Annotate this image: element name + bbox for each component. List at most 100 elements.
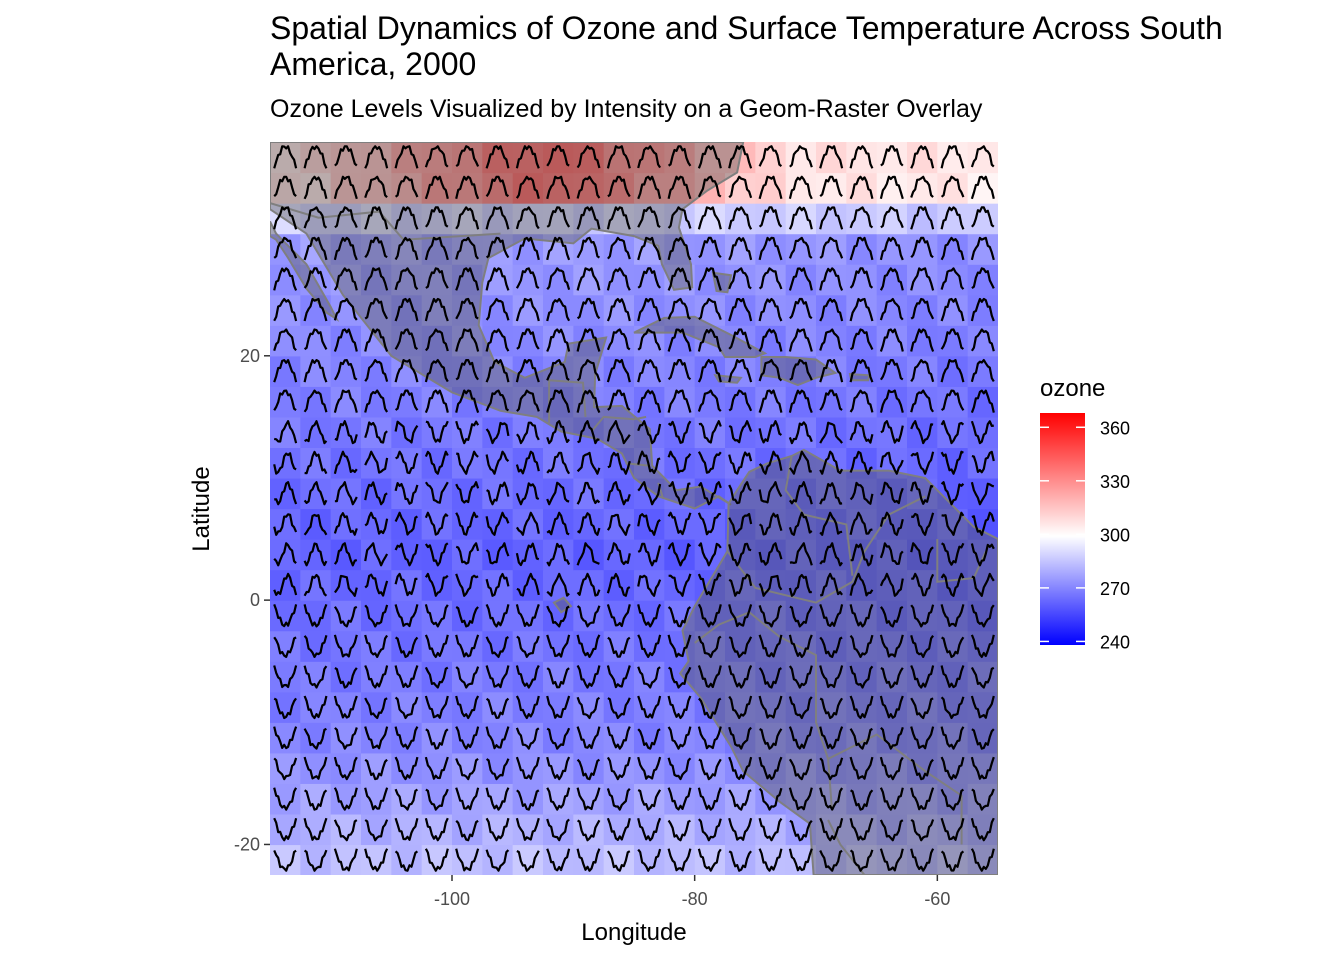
temperature-sparkline [910, 818, 935, 842]
temperature-sparkline [758, 481, 783, 504]
temperature-sparkline [606, 542, 631, 566]
country-border [784, 455, 854, 576]
raster-cell [816, 416, 847, 449]
temperature-sparkline [364, 267, 389, 291]
temperature-sparkline [273, 389, 297, 412]
temperature-sparkline [516, 421, 540, 445]
temperature-sparkline [970, 666, 995, 689]
temperature-sparkline [819, 726, 844, 750]
temperature-sparkline [910, 726, 935, 750]
raster-cell [846, 416, 878, 449]
country-border [270, 202, 501, 241]
temperature-sparkline [364, 726, 389, 750]
temperature-sparkline [546, 389, 571, 413]
raster-cell [361, 600, 392, 632]
temperature-sparkline [485, 421, 510, 445]
temperature-sparkline [758, 175, 783, 200]
temperature-sparkline [333, 819, 358, 842]
temperature-sparkline [576, 481, 601, 505]
temperature-sparkline [273, 175, 297, 197]
temperature-sparkline [364, 359, 389, 382]
temperature-sparkline [788, 726, 813, 750]
temperature-sparkline [728, 359, 753, 383]
temperature-sparkline [637, 513, 661, 536]
temperature-sparkline [546, 848, 571, 872]
temperature-sparkline [606, 513, 631, 536]
raster-cell [846, 477, 878, 510]
temperature-sparkline [546, 236, 571, 261]
temperature-sparkline [273, 359, 298, 383]
temperature-sparkline [970, 328, 995, 352]
temperature-sparkline [606, 572, 631, 597]
raster-cell [694, 813, 726, 846]
temperature-sparkline [819, 542, 843, 567]
temperature-sparkline [364, 665, 389, 689]
temperature-sparkline [819, 145, 844, 169]
temperature-sparkline [819, 787, 844, 811]
raster-cell [421, 783, 453, 815]
temperature-sparkline [971, 511, 995, 536]
temperature-sparkline [940, 696, 965, 720]
temperature-sparkline [910, 787, 935, 811]
chart-title: Spatial Dynamics of Ozone and Surface Te… [270, 10, 1223, 82]
temperature-sparkline [364, 758, 388, 781]
raster-cell [270, 477, 301, 510]
temperature-sparkline [637, 848, 662, 872]
temperature-sparkline [394, 297, 419, 322]
temperature-sparkline [879, 236, 904, 261]
temperature-sparkline [576, 451, 601, 475]
temperature-sparkline [485, 267, 510, 291]
temperature-sparkline [455, 297, 479, 320]
temperature-sparkline [546, 667, 570, 689]
temperature-sparkline [486, 236, 510, 259]
temperature-sparkline [789, 359, 813, 381]
temperature-sparkline [333, 450, 358, 474]
raster-cell [512, 508, 544, 540]
temperature-sparkline [880, 667, 904, 689]
temperature-sparkline [364, 573, 389, 597]
temperature-sparkline [546, 206, 571, 228]
temperature-sparkline [424, 511, 449, 536]
temperature-sparkline [819, 572, 843, 597]
temperature-sparkline [455, 420, 480, 445]
temperature-sparkline [697, 206, 722, 230]
temperature-sparkline [758, 206, 783, 228]
raster-cell [270, 416, 301, 449]
temperature-sparkline [515, 236, 540, 261]
temperature-sparkline [910, 481, 934, 505]
temperature-sparkline [819, 757, 844, 781]
temperature-sparkline [940, 328, 965, 350]
raster-cell [452, 477, 483, 510]
temperature-sparkline [576, 359, 601, 382]
temperature-sparkline [698, 236, 722, 259]
temperature-sparkline [819, 267, 844, 291]
temperature-sparkline [576, 572, 601, 597]
temperature-sparkline [273, 420, 298, 444]
temperature-sparkline [485, 389, 510, 412]
temperature-sparkline [576, 297, 601, 320]
temperature-sparkline [789, 450, 812, 475]
temperature-sparkline [728, 817, 753, 841]
legend-label: 360 [1100, 418, 1130, 438]
raster-cell [330, 416, 362, 449]
temperature-sparkline [910, 635, 934, 658]
temperature-sparkline [576, 605, 601, 628]
temperature-sparkline [637, 297, 662, 322]
temperature-sparkline [576, 145, 601, 169]
temperature-sparkline [879, 511, 904, 536]
temperature-sparkline [273, 328, 297, 352]
raster-cell [512, 416, 544, 449]
temperature-sparkline [728, 726, 752, 750]
temperature-sparkline [364, 206, 389, 230]
temperature-sparkline [333, 267, 358, 291]
temperature-sparkline [424, 572, 449, 597]
temperature-sparkline [849, 236, 874, 261]
temperature-sparkline [758, 695, 783, 719]
temperature-sparkline [970, 359, 995, 383]
temperature-sparkline [607, 451, 631, 475]
raster-cell [270, 569, 301, 601]
temperature-sparkline [394, 788, 419, 811]
temperature-sparkline [940, 850, 965, 872]
temperature-sparkline [606, 297, 631, 322]
temperature-sparkline [728, 756, 753, 780]
